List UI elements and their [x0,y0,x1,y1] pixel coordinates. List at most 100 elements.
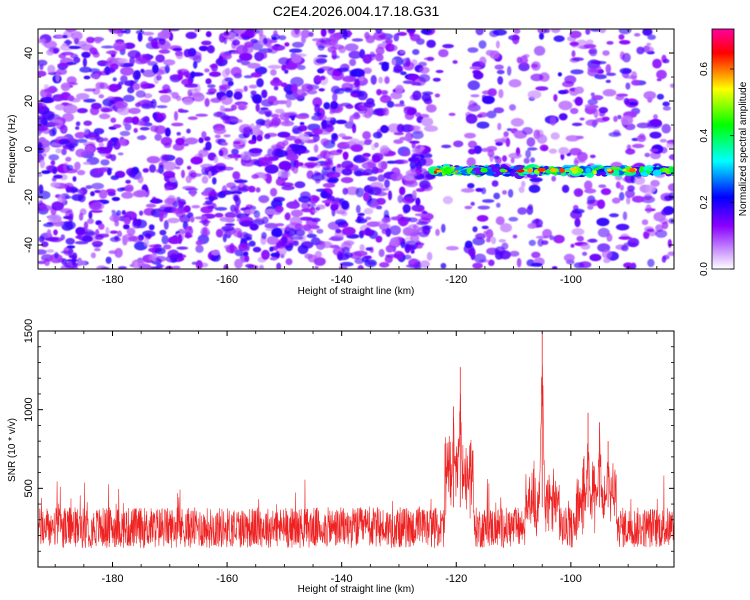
noise-blob [341,136,353,140]
noise-blob [316,172,321,176]
noise-blob [389,44,398,52]
noise-blob [542,228,553,238]
noise-blob [233,91,243,100]
noise-blob [238,105,245,110]
noise-blob [408,258,418,268]
noise-blob [205,31,212,38]
noise-blob [86,36,95,44]
noise-blob [570,243,575,248]
noise-blob [421,117,434,127]
noise-blob [340,102,352,107]
noise-blob [523,157,530,164]
noise-blob [201,131,207,139]
noise-blob [128,107,141,115]
noise-blob [93,71,100,80]
noise-blob [190,72,204,77]
noise-blob [238,133,248,139]
noise-blob [295,113,310,120]
noise-blob [166,195,177,205]
noise-blob [418,61,427,67]
noise-blob [292,240,299,247]
noise-blob [159,213,164,222]
noise-blob [649,148,659,153]
noise-blob [626,196,631,205]
noise-blob [512,34,520,45]
noise-blob [81,235,93,243]
noise-blob [285,212,291,221]
noise-blob [569,30,582,39]
noise-blob [203,218,209,227]
noise-blob [647,258,655,268]
noise-blob [586,239,598,243]
noise-blob [193,61,198,69]
noise-blob [51,126,57,136]
noise-blob [225,230,235,236]
noise-blob [250,186,256,193]
noise-blob [306,233,317,239]
noise-blob [95,82,105,89]
noise-blob [381,228,389,235]
noise-blob [434,93,441,98]
noise-blob [274,149,288,158]
noise-blob [311,209,319,213]
noise-blob [563,253,575,262]
noise-blob [413,82,422,86]
noise-blob [301,34,306,44]
noise-blob [53,97,62,102]
noise-blob [234,258,243,269]
noise-blob [202,227,208,237]
noise-blob [466,157,476,167]
noise-blob [528,184,541,193]
noise-blob [442,196,453,205]
noise-blob [101,108,113,113]
noise-blob [379,90,389,95]
noise-blob [338,133,346,138]
noise-blob [331,133,338,140]
noise-blob [645,185,656,193]
noise-blob [261,232,267,240]
noise-blob [164,186,174,189]
noise-blob [256,78,264,88]
noise-blob [373,168,384,173]
noise-blob [267,64,282,69]
noise-blob [652,58,662,69]
noise-blob [122,119,128,127]
noise-blob [411,148,423,153]
noise-blob [163,161,177,171]
noise-blob [58,53,67,59]
noise-blob [616,93,629,97]
noise-blob [669,83,674,88]
noise-blob [65,237,75,245]
noise-blob [119,130,131,137]
noise-blob [211,249,220,256]
noise-blob [472,262,483,269]
signal-blob [667,166,674,174]
noise-blob [175,50,183,57]
noise-blob [668,154,674,161]
noise-blob [301,83,314,92]
noise-blob [108,139,113,146]
noise-blob [576,235,584,242]
noise-blob [535,235,549,239]
noise-blob [352,157,367,163]
noise-blob [90,252,96,259]
y-tick-label: 500 [23,479,35,497]
noise-blob [667,183,674,192]
noise-blob [464,132,476,139]
noise-blob [606,41,614,45]
noise-blob [105,188,116,194]
noise-blob [227,80,234,87]
noise-blob [247,149,262,157]
noise-blob [165,265,174,269]
noise-blob [558,90,568,95]
noise-blob [195,260,203,269]
noise-blob [297,244,309,255]
noise-blob [312,97,323,108]
noise-blob [535,86,549,91]
signal-blob [647,167,654,172]
noise-blob [573,157,579,167]
noise-blob [374,142,379,148]
noise-blob [294,29,300,35]
noise-blob [349,89,362,94]
y-tick-label: -20 [23,189,35,205]
